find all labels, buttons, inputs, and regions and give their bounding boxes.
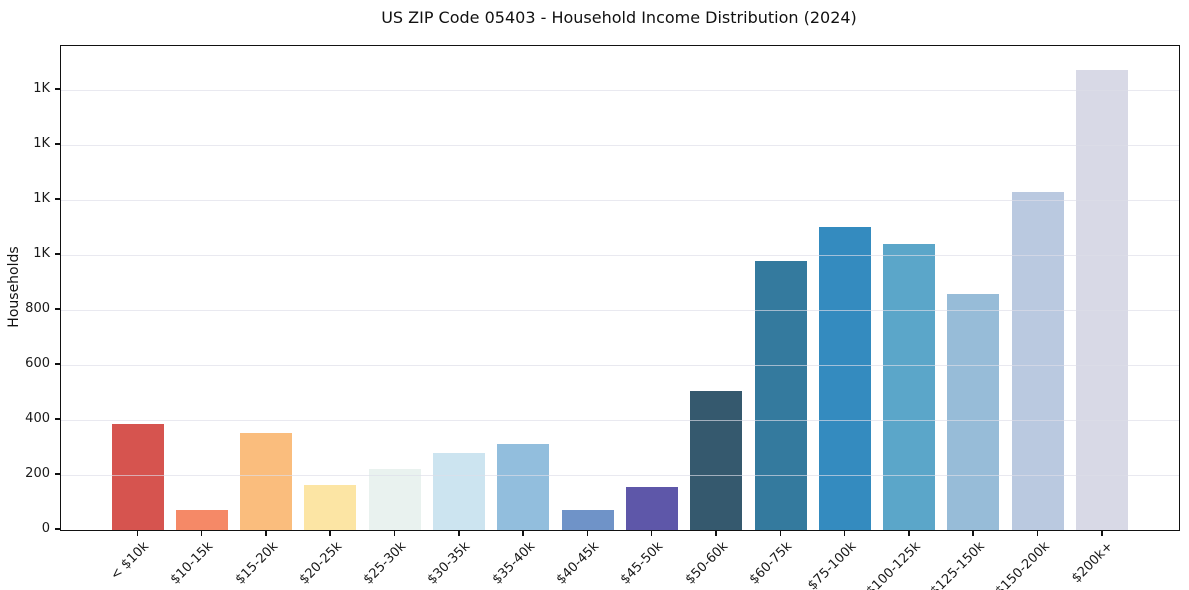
bar-$150-200k: [1011, 192, 1064, 530]
x-tick-label: $40-45k: [553, 539, 603, 588]
gridline: [61, 309, 1179, 311]
gridline: [61, 89, 1179, 91]
bar-$35-40k: [497, 443, 550, 530]
y-tick-label: 800: [25, 301, 50, 316]
x-tick-mark: [650, 530, 653, 536]
y-tick-mark: [55, 88, 60, 90]
y-tick-mark: [55, 418, 60, 420]
bar-$125-150k: [947, 293, 1000, 530]
x-tick-label: $35-40k: [489, 539, 538, 588]
y-tick-label: 1K: [33, 136, 50, 151]
y-tick-mark: [55, 308, 60, 310]
gridline: [61, 254, 1179, 256]
bar-$45-50k: [625, 487, 678, 530]
x-tick-mark: [458, 530, 460, 536]
x-tick-mark: [779, 530, 781, 536]
gridline: [61, 144, 1179, 146]
bar-$25-30k: [368, 468, 421, 530]
x-tick-mark: [586, 530, 589, 536]
x-tick-label: $75-100k: [805, 539, 860, 590]
x-tick-mark: [1101, 530, 1103, 536]
gridline: [61, 364, 1179, 366]
y-tick-mark: [55, 198, 60, 200]
y-tick-label: 200: [25, 466, 50, 481]
x-tick-label: $25-30k: [360, 539, 410, 588]
plot-area: [60, 45, 1180, 531]
x-tick-mark: [329, 530, 331, 536]
gridline: [61, 474, 1179, 476]
bar-$20-25k: [304, 485, 357, 530]
x-tick-mark: [136, 530, 138, 536]
y-tick-mark: [55, 363, 60, 365]
x-tick-mark: [843, 530, 846, 536]
x-tick-mark: [393, 530, 396, 536]
bar-< $10k: [111, 423, 164, 530]
bar-$15-20k: [240, 432, 293, 530]
x-tick-mark: [1036, 530, 1039, 536]
x-tick-mark: [908, 530, 910, 536]
y-tick-label: 1K: [33, 191, 50, 206]
y-tick-mark: [55, 143, 60, 145]
x-tick-mark: [972, 530, 974, 536]
bar-$75-100k: [818, 226, 871, 530]
bar-$30-35k: [433, 453, 485, 530]
x-tick-label: $30-35k: [425, 539, 474, 588]
x-tick-label: $200k+: [1069, 539, 1117, 587]
x-tick-label: $125-150k: [927, 539, 988, 590]
y-tick-mark: [55, 253, 60, 255]
bar-$10-15k: [175, 509, 228, 530]
x-tick-label: $20-25k: [296, 539, 345, 588]
gridline: [61, 419, 1179, 421]
x-tick-label: $60-75k: [746, 539, 796, 588]
y-tick-label: 1K: [33, 81, 50, 96]
bar-$200k+: [1076, 69, 1128, 530]
bar-$60-75k: [754, 261, 807, 530]
x-tick-label: $100-125k: [863, 539, 924, 590]
x-tick-mark: [200, 530, 203, 536]
y-tick-mark: [55, 473, 60, 475]
x-tick-mark: [522, 530, 524, 536]
x-tick-label: $15-20k: [232, 539, 281, 588]
y-tick-mark: [55, 528, 60, 530]
y-tick-label: 400: [25, 411, 50, 426]
y-tick-label: 1K: [33, 246, 50, 261]
x-tick-mark: [715, 530, 717, 536]
x-tick-label: $45-50k: [618, 539, 667, 588]
x-tick-label: $150-200k: [992, 539, 1053, 590]
chart-title: US ZIP Code 05403 - Household Income Dis…: [381, 8, 857, 27]
x-tick-label: $50-60k: [682, 539, 731, 588]
y-tick-label: 0: [41, 521, 50, 536]
bar-$40-45k: [561, 510, 614, 530]
x-tick-label: < $10k: [108, 539, 153, 584]
y-tick-label: 600: [25, 356, 50, 371]
x-tick-label: $10-15k: [167, 539, 217, 588]
bar-$100-125k: [883, 244, 936, 530]
gridline: [61, 199, 1179, 201]
x-tick-mark: [265, 530, 267, 536]
bar-$50-60k: [690, 390, 743, 530]
